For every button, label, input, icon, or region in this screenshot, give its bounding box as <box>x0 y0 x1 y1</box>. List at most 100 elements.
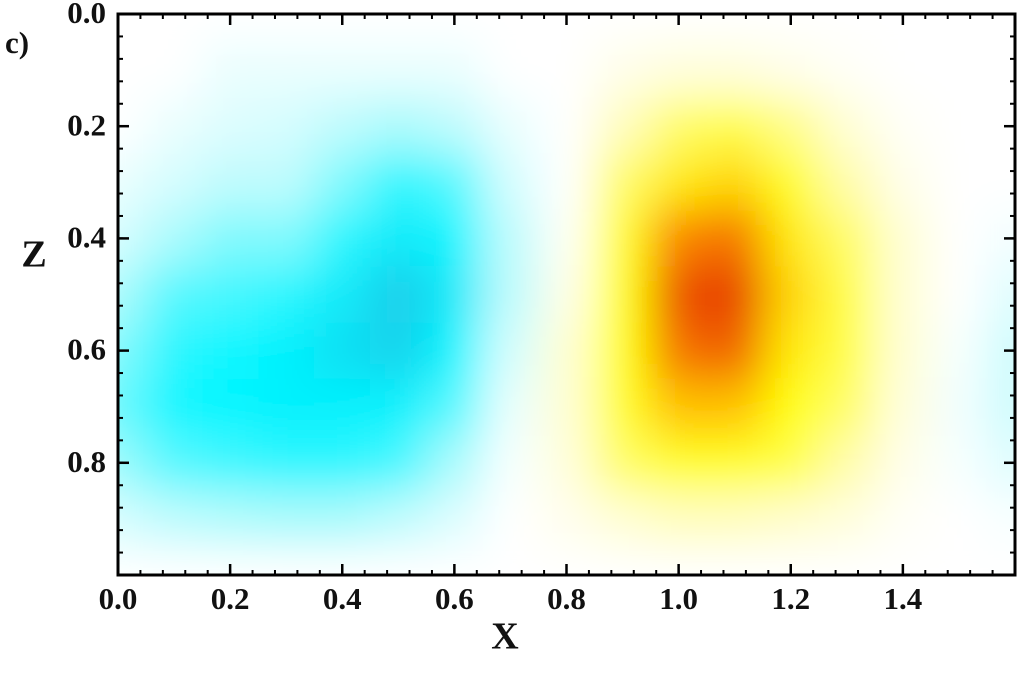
field-cell <box>426 154 484 212</box>
field-cell <box>650 42 708 100</box>
field-cell <box>538 434 596 492</box>
field-cell <box>146 266 204 324</box>
axes: 0.0 0.2 0.4 0.6 0.8 1.0 1.2 1.4 0.0 0.2 0.4 0.6 0.8 <box>67 0 1016 616</box>
field-cell <box>146 322 204 380</box>
field-cell <box>538 378 596 436</box>
field-cell <box>594 98 652 156</box>
field-cell <box>202 210 260 268</box>
field-cell <box>594 154 652 212</box>
y-tick-label: 0.6 <box>67 332 106 367</box>
field-cell <box>930 434 988 492</box>
x-axis-label: X <box>491 616 518 658</box>
field-cell <box>650 378 708 436</box>
field-cell <box>538 322 596 380</box>
field-cell <box>706 98 764 156</box>
field-cell <box>314 434 372 492</box>
field-cell <box>762 322 820 380</box>
x-tick-label: 0.6 <box>435 581 474 616</box>
field-cell <box>818 266 876 324</box>
field-cell <box>538 266 596 324</box>
field-cell <box>762 266 820 324</box>
field-cell <box>314 42 372 100</box>
field-cell <box>538 98 596 156</box>
field-cell <box>482 546 540 575</box>
field-cell <box>706 434 764 492</box>
field-cell <box>762 490 820 548</box>
field-cell <box>706 490 764 548</box>
field-cell <box>370 490 428 548</box>
field-cell <box>314 490 372 548</box>
field-cell <box>482 154 540 212</box>
field-cell <box>146 42 204 100</box>
field-cell <box>258 434 316 492</box>
field-cell <box>986 378 1015 436</box>
field-cell <box>146 98 204 156</box>
x-tick-label: 0.8 <box>547 581 586 616</box>
field-cell <box>594 434 652 492</box>
field-cell <box>202 322 260 380</box>
field-cell <box>874 434 932 492</box>
field-cell <box>930 378 988 436</box>
field-cell <box>818 210 876 268</box>
field-cell <box>370 154 428 212</box>
field-cell <box>258 266 316 324</box>
field-cell <box>482 14 540 44</box>
field-cell <box>118 490 148 548</box>
y-tick-label: 0.2 <box>67 107 106 142</box>
field-cell <box>258 490 316 548</box>
field-cell <box>818 490 876 548</box>
field-cells <box>118 14 1015 575</box>
field-cell <box>146 154 204 212</box>
field-cell <box>538 210 596 268</box>
field-cell <box>370 210 428 268</box>
field-cell <box>426 98 484 156</box>
field-cell <box>146 14 204 44</box>
field-cell <box>482 434 540 492</box>
field-cell <box>706 322 764 380</box>
field-cell <box>202 266 260 324</box>
field-cell <box>594 546 652 575</box>
field-cell <box>370 546 428 575</box>
field-cell <box>426 378 484 436</box>
x-tick-label: 0.0 <box>99 581 138 616</box>
field-cell <box>874 490 932 548</box>
field-cell <box>314 98 372 156</box>
field-cell <box>706 210 764 268</box>
field-cell <box>594 210 652 268</box>
field-cell <box>930 322 988 380</box>
field-cell <box>986 490 1015 548</box>
field-cell <box>594 490 652 548</box>
field-cell <box>986 154 1015 212</box>
field-cell <box>818 546 876 575</box>
field-cell <box>874 322 932 380</box>
field-cell <box>202 490 260 548</box>
x-tick-label: 1.0 <box>659 581 698 616</box>
field-cell <box>930 98 988 156</box>
field-cell <box>314 210 372 268</box>
field-cell <box>370 322 428 380</box>
field-cell <box>874 42 932 100</box>
field-cell <box>482 266 540 324</box>
field-cell <box>314 154 372 212</box>
field-cell <box>762 434 820 492</box>
field-cell <box>706 378 764 436</box>
field-cell <box>650 210 708 268</box>
field-cell <box>370 378 428 436</box>
field-cell <box>146 434 204 492</box>
y-tick-label: 0.8 <box>67 444 106 479</box>
field-cell <box>314 322 372 380</box>
field-cell <box>762 210 820 268</box>
field-cell <box>594 266 652 324</box>
field-cell <box>986 42 1015 100</box>
field-cell <box>650 266 708 324</box>
field-cell <box>930 14 988 44</box>
field-cell <box>930 210 988 268</box>
field-cell <box>258 98 316 156</box>
field-cell <box>370 98 428 156</box>
field-cell <box>986 266 1015 324</box>
field-cell <box>650 322 708 380</box>
field-cell <box>370 266 428 324</box>
field-cell <box>426 210 484 268</box>
field-cell <box>426 434 484 492</box>
field-cell <box>314 378 372 436</box>
